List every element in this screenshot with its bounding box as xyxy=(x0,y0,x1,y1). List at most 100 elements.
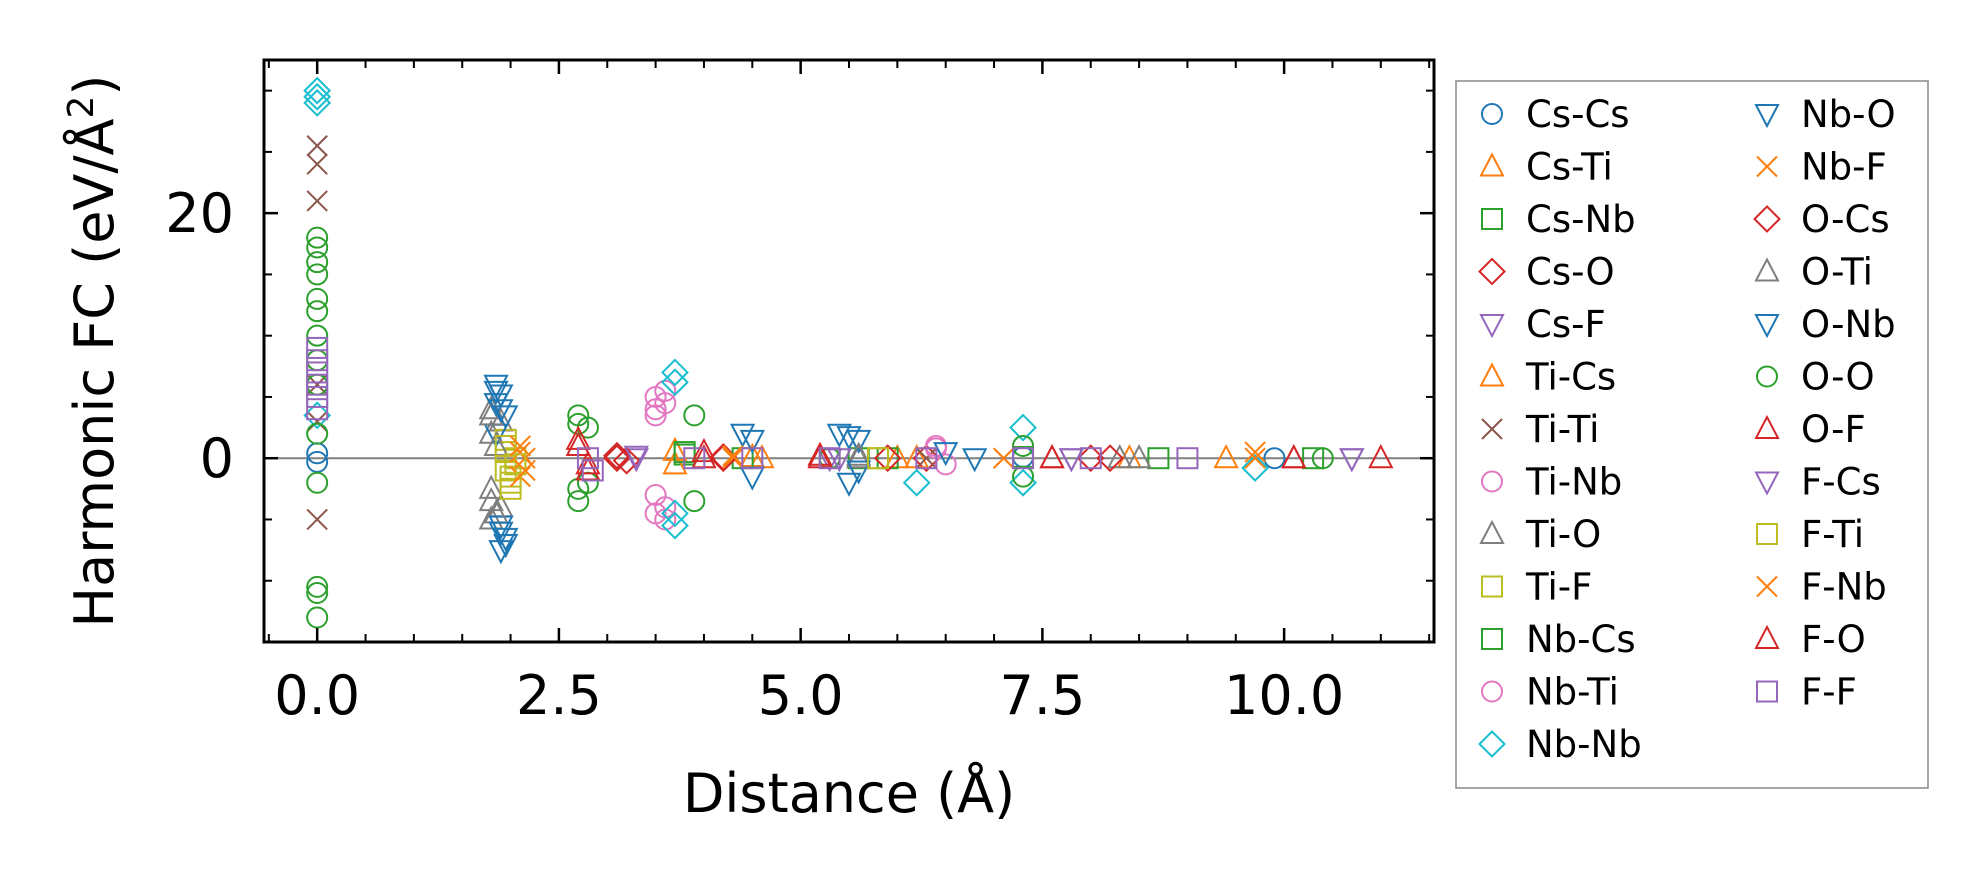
legend-marker xyxy=(1756,680,1778,703)
point-o-o xyxy=(1012,465,1035,488)
legend-marker xyxy=(1754,257,1780,282)
point-o-o xyxy=(306,471,329,494)
legend-entry: Nb-Nb xyxy=(1478,723,1642,766)
x-tick-label: 7.5 xyxy=(999,664,1085,727)
legend-label: O-F xyxy=(1801,408,1866,451)
legend-marker xyxy=(1754,104,1780,129)
legend-marker xyxy=(1756,575,1778,598)
point-f-nb xyxy=(722,445,744,467)
legend-label: O-Ti xyxy=(1801,251,1873,294)
point-o-nb xyxy=(493,533,519,559)
plot-frame xyxy=(262,58,1436,644)
legend-entry: O-Nb xyxy=(1754,303,1896,346)
point-f-f xyxy=(306,373,329,396)
point-nb-nb xyxy=(1009,413,1037,442)
legend-label: F-Nb xyxy=(1801,566,1887,609)
legend-entry: Nb-Ti xyxy=(1481,671,1619,714)
point-o-o xyxy=(306,575,329,598)
legend-label: Nb-O xyxy=(1801,93,1896,136)
legend-entry: O-Cs xyxy=(1753,198,1890,241)
legend-entry: F-Cs xyxy=(1754,461,1881,504)
point-f-f xyxy=(1012,447,1035,470)
point-nb-nb xyxy=(661,368,689,397)
point-nb-nb xyxy=(303,82,332,111)
legend-marker xyxy=(1481,628,1503,650)
y-tick-label: 0 xyxy=(200,427,234,490)
legend-entry: Nb-O xyxy=(1754,93,1896,136)
legend-entry: Ti-Cs xyxy=(1479,356,1616,399)
legend-label: O-O xyxy=(1801,356,1875,399)
x-axis-label: Distance (Å) xyxy=(683,761,1015,825)
point-ti-o xyxy=(846,444,872,469)
legend-label: F-Cs xyxy=(1801,461,1881,504)
point-f-o xyxy=(1039,444,1065,469)
point-f-f xyxy=(306,385,329,408)
point-ti-o xyxy=(478,505,504,530)
point-o-nb xyxy=(739,429,765,454)
point-nb-cs xyxy=(1147,447,1170,470)
point-nb-f xyxy=(1244,441,1266,463)
point-f-ti xyxy=(504,453,527,476)
point-f-f xyxy=(741,447,764,470)
point-ti-ti xyxy=(306,190,328,212)
legend-marker xyxy=(1481,418,1503,440)
point-o-o xyxy=(567,404,590,427)
point-o-f xyxy=(1368,444,1394,469)
point-cs-cs xyxy=(1263,447,1286,470)
point-ti-f xyxy=(499,477,522,500)
point-nb-nb xyxy=(661,511,689,540)
legend-entry: F-Nb xyxy=(1756,566,1887,609)
point-f-cs xyxy=(1339,448,1365,473)
point-o-nb xyxy=(483,380,509,405)
point-f-f xyxy=(1176,447,1199,470)
point-o-o xyxy=(306,263,329,286)
point-cs-o xyxy=(1076,444,1105,473)
point-nb-nb xyxy=(1009,468,1037,497)
point-f-nb xyxy=(993,447,1015,469)
point-f-nb xyxy=(514,459,536,482)
point-o-o xyxy=(306,226,329,249)
point-o-o xyxy=(306,251,329,274)
point-nb-nb xyxy=(303,76,332,105)
legend-label: Nb-F xyxy=(1801,146,1887,189)
legend-marker xyxy=(1481,575,1503,598)
point-o-cs xyxy=(612,446,641,475)
legend-marker xyxy=(1754,314,1780,339)
point-nb-o xyxy=(488,384,514,409)
point-ti-ti xyxy=(306,153,328,175)
point-f-cs xyxy=(623,445,649,470)
point-cs-o xyxy=(603,444,631,473)
tick-labels-layer: 0.0 2.5 5.0 7.5 10.0 0 20 xyxy=(165,182,1344,727)
point-ti-o xyxy=(1107,444,1133,469)
point-o-o xyxy=(683,490,706,513)
legend-box xyxy=(1455,80,1929,789)
legend-entry: Cs-Nb xyxy=(1481,198,1636,241)
y-tick-label: 20 xyxy=(165,182,234,245)
point-o-cs xyxy=(873,444,902,473)
legend-marker xyxy=(1478,257,1506,286)
point-f-nb xyxy=(1244,447,1266,469)
legend-marker xyxy=(1754,624,1780,649)
point-o-o xyxy=(306,236,329,259)
point-nb-ti xyxy=(644,483,667,506)
point-nb-nb xyxy=(1241,454,1270,482)
x-tick-label: 5.0 xyxy=(758,664,844,727)
point-o-cs xyxy=(1096,444,1124,473)
legend-label: Ti-Ti xyxy=(1525,408,1599,451)
point-o-o xyxy=(306,606,329,629)
legend-marker xyxy=(1756,523,1778,545)
y-axis-label-close: ) xyxy=(63,75,126,96)
point-f-f xyxy=(306,398,329,421)
legend-marker xyxy=(1754,471,1780,496)
point-f-cs xyxy=(1058,448,1085,473)
point-nb-o xyxy=(493,405,519,430)
legend-marker xyxy=(1756,155,1778,178)
legend-entry: O-Ti xyxy=(1754,251,1873,294)
y-axis-label-main: Harmonic FC (eV/Å xyxy=(62,118,126,627)
legend-label: Cs-F xyxy=(1526,303,1606,346)
legend-marker xyxy=(1756,365,1778,388)
point-f-ti xyxy=(499,471,522,494)
point-ti-o xyxy=(478,395,504,420)
legend-label: Nb-Ti xyxy=(1526,671,1619,714)
